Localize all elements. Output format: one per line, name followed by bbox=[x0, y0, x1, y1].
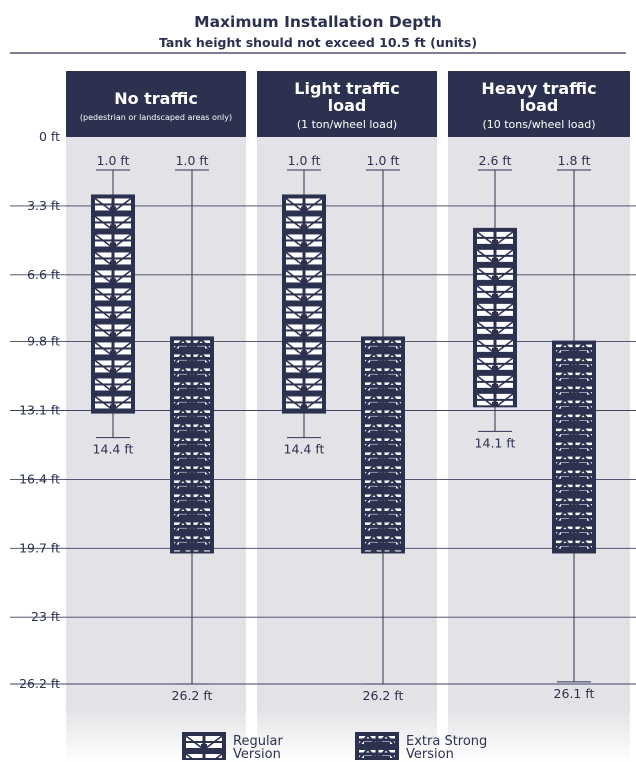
legend-label-regular-line-2: Version bbox=[233, 747, 281, 762]
panel-bg-0 bbox=[66, 71, 246, 762]
max-depth-label-0-0: 14.4 ft bbox=[93, 442, 134, 457]
tank-bar-strong-0 bbox=[170, 336, 214, 554]
panel-bg-1 bbox=[257, 71, 437, 762]
tank-bar-strong-1 bbox=[361, 336, 405, 554]
chart-subtitle: Tank height should not exceed 10.5 ft (u… bbox=[159, 35, 477, 50]
panel-title-2-line-0: Heavy traffic bbox=[481, 79, 596, 98]
max-depth-label-1-0: 26.2 ft bbox=[172, 688, 213, 703]
max-depth-label-1-2: 26.1 ft bbox=[554, 686, 595, 701]
bottom-fade bbox=[60, 708, 636, 762]
panel-title-1-line-0: Light traffic bbox=[294, 79, 399, 98]
max-depth-label-1-1: 26.2 ft bbox=[363, 688, 404, 703]
min-depth-label-0-2: 2.6 ft bbox=[479, 153, 512, 168]
panel-header-0 bbox=[66, 71, 246, 137]
min-depth-label-0-1: 1.0 ft bbox=[288, 153, 321, 168]
y-tick-label-0: 0 ft bbox=[39, 129, 60, 144]
panel-subtitle-2: (10 tons/wheel load) bbox=[482, 118, 595, 131]
max-depth-label-0-2: 14.1 ft bbox=[475, 435, 516, 450]
legend-label-strong-line-1: Extra Strong bbox=[406, 734, 487, 749]
legend-swatch-regular bbox=[182, 732, 226, 760]
panel-header-2 bbox=[448, 71, 630, 137]
tank-bar-strong-2 bbox=[552, 340, 596, 554]
panel-subtitle-1: (1 ton/wheel load) bbox=[297, 118, 397, 131]
max-depth-label-0-1: 14.4 ft bbox=[284, 442, 325, 457]
y-tick-label-2: 6.6 ft bbox=[27, 267, 60, 282]
y-tick-label-1: 3.3 ft bbox=[27, 198, 60, 213]
y-tick-label-3: 9.8 ft bbox=[27, 334, 60, 349]
y-tick-label-5: 16.4 ft bbox=[19, 471, 60, 486]
legend-label-strong-line-2: Version bbox=[406, 747, 454, 762]
y-tick-label-8: 26.2 ft bbox=[19, 676, 60, 691]
legend-swatch-strong bbox=[355, 732, 399, 760]
panel-title-2-line-1: load bbox=[520, 96, 559, 115]
min-depth-label-1-1: 1.0 ft bbox=[367, 153, 400, 168]
y-tick-label-6: 19.7 ft bbox=[19, 540, 60, 555]
panel-header-1 bbox=[257, 71, 437, 137]
chart-title: Maximum Installation Depth bbox=[194, 13, 442, 31]
min-depth-label-1-0: 1.0 ft bbox=[176, 153, 209, 168]
min-depth-label-0-0: 1.0 ft bbox=[97, 153, 130, 168]
tank-bar-regular-2 bbox=[473, 227, 517, 408]
min-depth-label-1-2: 1.8 ft bbox=[558, 153, 591, 168]
panel-title-0: No traffic bbox=[114, 89, 198, 108]
y-tick-label-4: 13.1 ft bbox=[19, 403, 60, 418]
panel-subtitle-0: (pedestrian or landscaped areas only) bbox=[80, 113, 232, 122]
tank-bar-regular-1 bbox=[282, 194, 326, 414]
panel-title-1-line-1: load bbox=[328, 96, 367, 115]
tank-bar-regular-0 bbox=[91, 194, 135, 414]
y-tick-label-7: 23 ft bbox=[31, 609, 60, 624]
panel-bg-2 bbox=[448, 71, 630, 762]
legend-label-regular-line-1: Regular bbox=[233, 734, 284, 749]
